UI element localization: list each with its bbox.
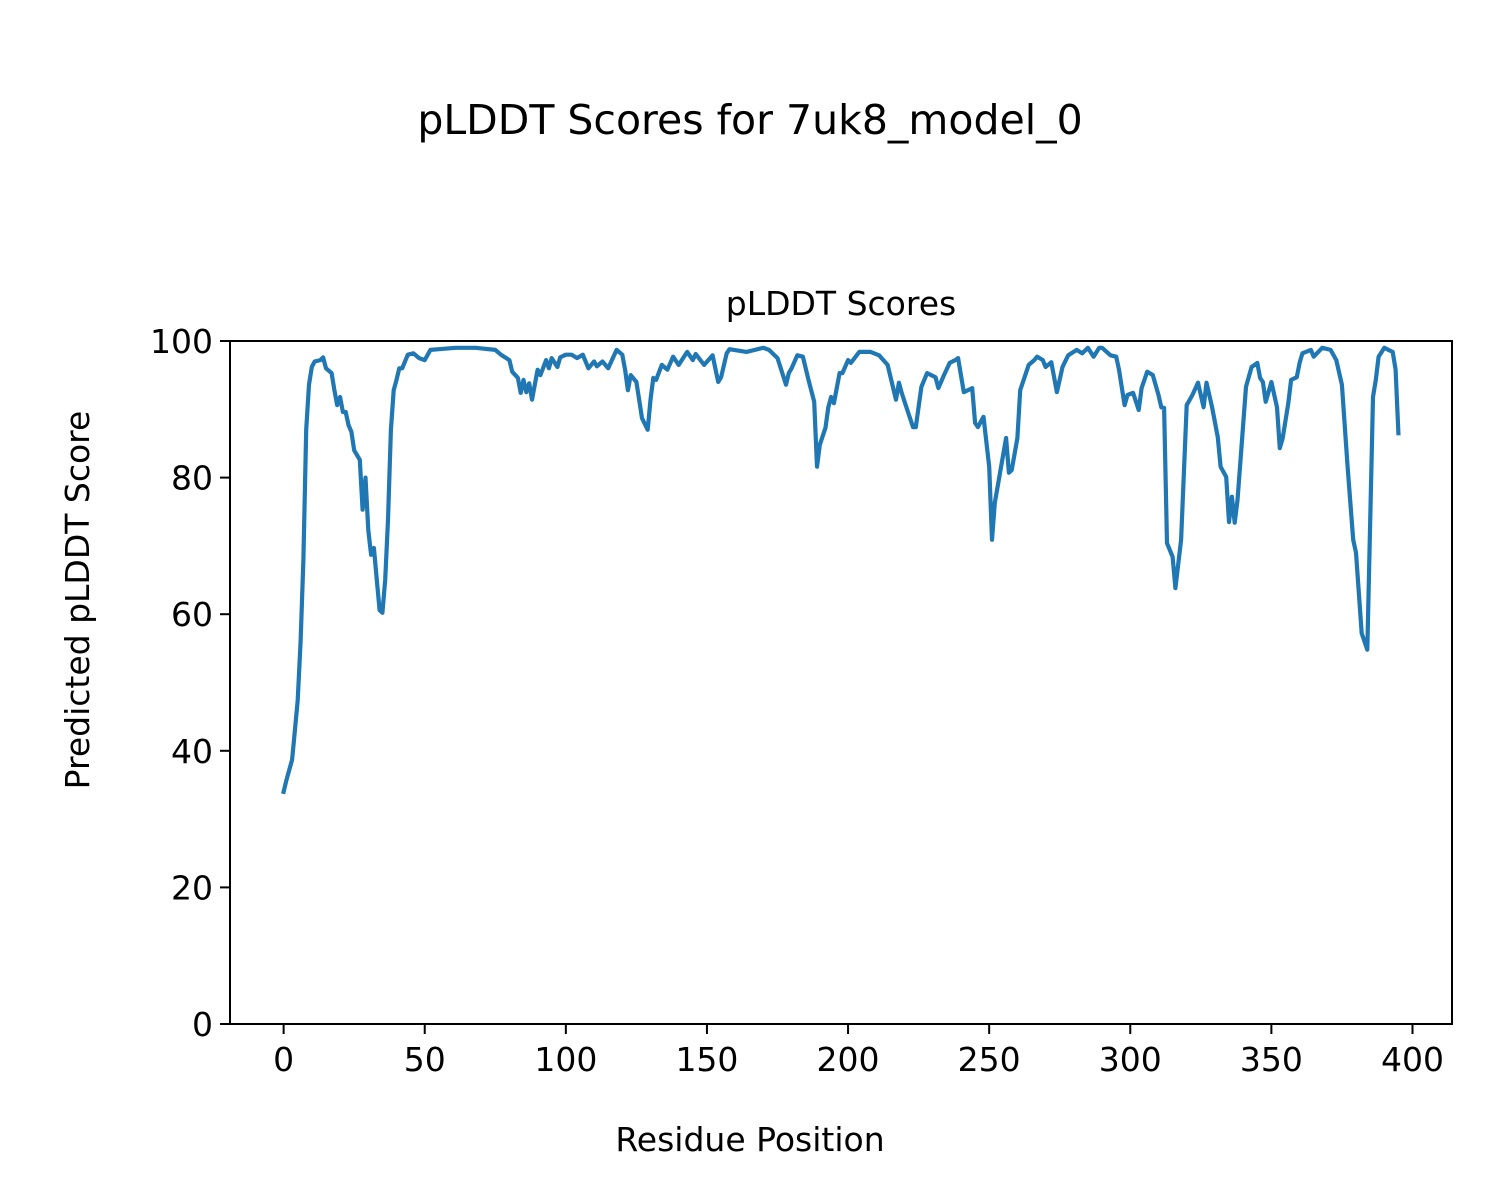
y-tick-label: 80 [171,459,213,498]
series-line [281,345,1401,795]
y-tick-label: 100 [150,322,213,361]
y-tick-label: 40 [171,732,213,771]
x-tick-label: 100 [534,1040,597,1079]
x-tick-label: 350 [1240,1040,1303,1079]
x-tick-label: 250 [958,1040,1021,1079]
x-tick-label: 300 [1099,1040,1162,1079]
y-tick-label: 0 [192,1005,213,1044]
x-tick-label: 200 [817,1040,880,1079]
x-axis-label: Residue Position [615,1120,884,1159]
y-axis-label: Predicted pLDDT Score [58,411,97,790]
figure-title: pLDDT Scores for 7uk8_model_0 [417,96,1082,144]
y-tick-label: 20 [171,868,213,907]
axis-ticks: 0 50 100 150 200 250 300 350 400 0 20 40 60 80 100 [150,322,1444,1079]
axes-title: pLDDT Scores [726,284,956,323]
x-tick-label: 150 [675,1040,738,1079]
x-tick-label: 50 [404,1040,446,1079]
y-tick-label: 60 [171,595,213,634]
x-tick-label: 400 [1381,1040,1444,1079]
x-tick-label: 0 [273,1040,294,1079]
axes-frame [229,340,1453,1025]
